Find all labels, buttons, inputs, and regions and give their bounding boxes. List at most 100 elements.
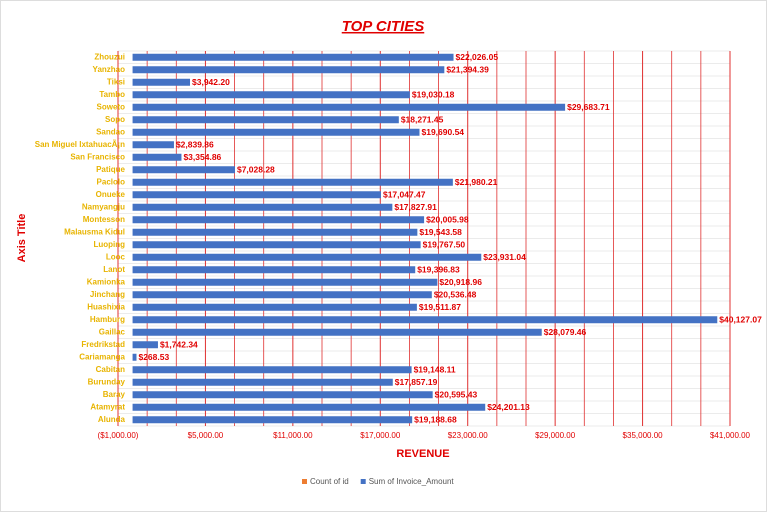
legend-swatch (360, 479, 366, 484)
bar (132, 378, 393, 386)
bar (132, 141, 174, 149)
value-label: $20,595.43 (435, 390, 478, 400)
y-tick-label: Yanzhao (93, 65, 126, 74)
bar (132, 116, 399, 124)
bar (132, 228, 418, 236)
y-tick-label: Cariamanga (79, 352, 125, 361)
legend-swatch (302, 479, 307, 484)
value-label: $19,690.54 (421, 127, 464, 137)
x-tick-label: $11,000.00 (273, 431, 313, 440)
y-tick-label: Patique (96, 165, 125, 174)
value-label: $3,354.86 (183, 152, 221, 162)
y-tick-label: Paclolo (97, 177, 126, 186)
value-label: $20,918.96 (439, 277, 482, 287)
bar (132, 353, 137, 361)
x-tick-label: $35,000.00 (623, 431, 664, 440)
value-label: $7,028.28 (237, 165, 275, 175)
bar (132, 241, 421, 249)
bar (132, 278, 438, 286)
value-label: $268.53 (138, 352, 169, 362)
value-label: $19,030.18 (412, 90, 455, 100)
value-label: $20,005.98 (426, 215, 469, 225)
value-label: $17,857.19 (395, 377, 438, 387)
y-tick-label: San Francisco (70, 152, 125, 161)
value-label: $17,827.91 (394, 202, 437, 212)
y-tick-label: Tiksi (107, 77, 125, 86)
bar (132, 316, 718, 324)
x-tick-label: ($1,000.00) (98, 431, 139, 440)
legend-label: Count of id (310, 477, 349, 486)
x-tick-label: $17,000.00 (360, 431, 401, 440)
y-tick-label: Lanot (103, 265, 125, 274)
y-tick-label: Fredrikstad (81, 340, 125, 349)
value-label: $23,931.04 (483, 252, 526, 262)
bar (132, 416, 413, 424)
value-label: $20,536.48 (434, 290, 477, 300)
y-tick-label: Namyangju (82, 202, 125, 211)
y-tick-label: Atamyrat (90, 402, 125, 411)
value-label: $22,026.05 (456, 52, 499, 62)
x-tick-label: $5,000.00 (188, 431, 224, 440)
y-tick-label: Tambo (99, 90, 125, 99)
bar (132, 253, 482, 261)
bar (132, 366, 412, 374)
bar (132, 403, 486, 411)
value-label: $19,511.87 (419, 302, 461, 312)
chart-title: TOP CITIES (342, 18, 425, 35)
y-axis-title: Axis Title (16, 214, 28, 263)
bar (132, 166, 235, 174)
value-label: $19,396.83 (417, 265, 460, 275)
bar (132, 128, 420, 136)
y-tick-label: Huashixia (87, 302, 125, 311)
value-label: $17,047.47 (383, 190, 426, 200)
bar (132, 328, 542, 336)
value-label: $19,543.58 (419, 227, 462, 237)
y-tick-label: Jinchang (90, 290, 125, 299)
bar (132, 341, 158, 349)
y-tick-label: Sopo (105, 115, 125, 124)
y-tick-label: Onueke (96, 190, 126, 199)
bar (132, 103, 566, 111)
bar (132, 303, 417, 311)
bar (132, 78, 191, 86)
y-tick-label: Zhouzui (94, 52, 125, 61)
bar (132, 291, 432, 299)
value-label: $19,188.68 (414, 415, 457, 425)
x-tick-label: $29,000.00 (535, 431, 576, 440)
y-tick-label: Cabitan (96, 365, 125, 374)
bar (132, 216, 425, 224)
y-tick-label: Baray (103, 390, 126, 399)
value-label: $21,980.21 (455, 177, 498, 187)
value-label: $18,271.45 (401, 115, 444, 125)
y-tick-label: Looc (106, 252, 126, 261)
value-label: $19,767.50 (423, 240, 466, 250)
value-label: $21,394.39 (446, 65, 489, 75)
y-tick-label: Luoping (93, 240, 125, 249)
y-tick-label: Alunda (98, 415, 126, 424)
bar (132, 53, 454, 61)
y-tick-label: San Miguel IxtahuacÃ¡n (35, 140, 125, 149)
x-tick-label: $23,000.00 (448, 431, 489, 440)
bar (132, 66, 445, 74)
bar (132, 203, 393, 211)
y-tick-label: Malausma Kidul (64, 227, 125, 236)
x-tick-label: $41,000.00 (710, 431, 751, 440)
value-label: $24,201.13 (487, 402, 530, 412)
bar (132, 191, 381, 199)
y-tick-label: Sandao (96, 127, 125, 136)
value-label: $29,683.71 (567, 102, 610, 112)
bar (132, 178, 453, 186)
y-tick-label: Soweto (97, 102, 126, 111)
x-axis-title: REVENUE (396, 448, 449, 460)
value-label: $28,079.46 (544, 327, 587, 337)
value-label: $3,942.20 (192, 77, 230, 87)
y-tick-label: Kamionka (87, 277, 126, 286)
y-tick-label: Hamburg (90, 315, 125, 324)
value-label: $19,148.11 (414, 365, 456, 375)
bar (132, 391, 433, 399)
y-tick-label: Montesson (83, 215, 125, 224)
bar (132, 91, 410, 99)
bar (132, 266, 416, 274)
value-label: $1,742.34 (160, 340, 198, 350)
bar (132, 153, 182, 161)
